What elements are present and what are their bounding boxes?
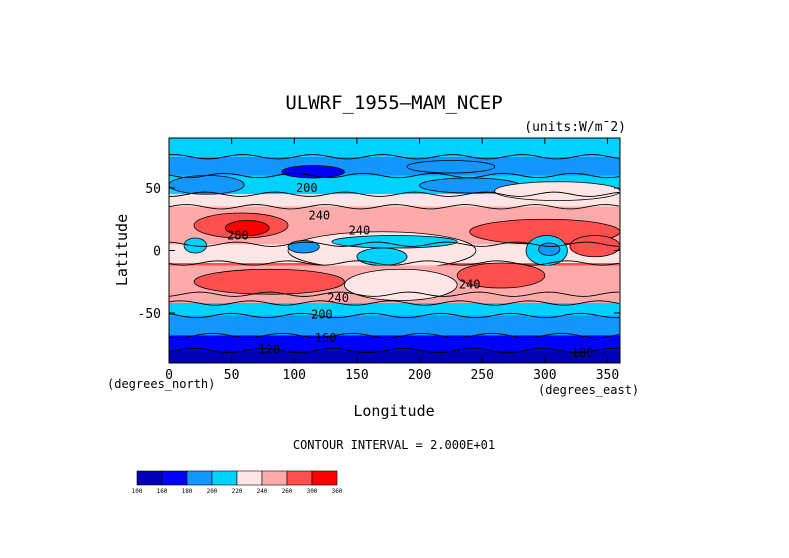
patch-15 <box>343 268 458 301</box>
contour-label: 120 <box>258 342 280 356</box>
patch-2 <box>224 220 270 236</box>
contour-label: 240 <box>349 224 371 238</box>
colorbar: 100 160 180 200 220 240 260 300 360 <box>132 470 343 495</box>
contour-line-6 <box>169 260 620 266</box>
contour-line-8 <box>169 300 620 306</box>
contour-line-4 <box>169 204 620 210</box>
x-tick-label: 200 <box>408 368 431 383</box>
contour-line-10 <box>169 332 620 339</box>
patch-13 <box>193 268 345 295</box>
plot-area: 200 240 240 280 240 240 200 160 120 180 <box>168 137 621 364</box>
contour-label: 240 <box>459 277 481 291</box>
x-unit-label: (degrees_east) <box>538 383 639 397</box>
band-11 <box>169 350 620 363</box>
patch-20 <box>494 181 620 201</box>
contour-label: 160 <box>315 331 337 345</box>
contour-labels: 200 240 240 280 240 240 200 160 120 180 <box>227 181 593 360</box>
contour-label: 180 <box>572 346 594 360</box>
x-tick-label: 250 <box>470 368 493 383</box>
colorbar-level-label: 360 <box>332 488 343 495</box>
colorbar-level-label: 300 <box>307 488 318 495</box>
x-tick-label: 50 <box>224 368 240 383</box>
colorbar-level-label: 200 <box>207 488 218 495</box>
patch-9 <box>183 237 207 254</box>
units-label: (units:W/m¯2) <box>524 120 626 135</box>
x-tick-label: 150 <box>345 368 368 383</box>
x-axis-title: Longitude <box>353 402 434 420</box>
patch-7 <box>356 247 408 266</box>
contour-line-11 <box>169 347 620 354</box>
colorbar-swatch <box>186 470 213 486</box>
colorbar-level-label: 240 <box>257 488 268 495</box>
y-axis-title: Latitude <box>113 214 131 286</box>
contour-line-9 <box>169 312 620 319</box>
x-tick-label: 0 <box>165 368 173 383</box>
contour-line-5 <box>169 241 620 247</box>
colorbar-level-label: 160 <box>157 488 168 495</box>
band-0 <box>169 138 620 157</box>
patch-17 <box>406 160 496 174</box>
colorbar-swatch <box>136 470 163 486</box>
colorbar-swatch <box>311 470 338 486</box>
contour-label: 240 <box>327 291 349 305</box>
y-axis: 50 0 -50 <box>138 182 620 322</box>
chart-title: ULWRF_1955—MAM_NCEP <box>285 92 502 114</box>
patch-8 <box>287 240 320 254</box>
band-3 <box>169 194 620 207</box>
colorbar-level-label: 100 <box>132 488 143 495</box>
colorbar-level-label: 260 <box>282 488 293 495</box>
y-unit-label: (degrees_north) <box>107 377 215 391</box>
y-tick-label: 0 <box>153 245 161 260</box>
patch-11 <box>538 242 561 256</box>
band-8 <box>169 303 620 316</box>
contour-interval: CONTOUR INTERVAL = 2.000E+01 <box>293 438 495 452</box>
patch-19 <box>169 175 245 195</box>
contour-label: 200 <box>311 307 333 321</box>
band-9 <box>169 315 620 336</box>
patch-14 <box>456 262 546 289</box>
colorbar-swatch <box>236 470 263 486</box>
patch-16 <box>281 165 345 179</box>
contour-label: 200 <box>296 181 318 195</box>
x-tick-label: 350 <box>596 368 619 383</box>
x-tick-label: 100 <box>283 368 306 383</box>
contour-label: 280 <box>227 229 249 243</box>
colorbar-swatch <box>286 470 313 486</box>
patch-4 <box>569 235 620 258</box>
colorbar-swatch <box>211 470 238 486</box>
colorbar-swatch <box>161 470 188 486</box>
x-tick-label: 300 <box>533 368 556 383</box>
band-1 <box>169 156 620 176</box>
contour-fill <box>169 138 620 363</box>
contour-line-7 <box>169 291 620 297</box>
contour-label: 240 <box>308 209 330 223</box>
y-tick-label: -50 <box>138 307 161 322</box>
x-axis: 0 50 100 150 200 250 300 350 <box>165 138 619 383</box>
contour-line-3 <box>169 191 620 197</box>
band-10 <box>169 335 620 351</box>
y-tick-label: 50 <box>145 182 161 197</box>
colorbar-level-label: 180 <box>182 488 193 495</box>
contour-line-1 <box>169 154 620 160</box>
colorbar-swatch <box>261 470 288 486</box>
colorbar-level-label: 220 <box>232 488 243 495</box>
contour-line-2 <box>169 172 620 179</box>
